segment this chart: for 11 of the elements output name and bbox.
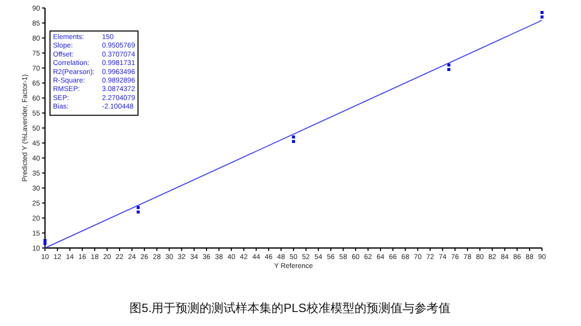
point [44,239,46,242]
point [136,210,140,214]
point [540,16,544,18]
point [44,242,46,245]
point [292,140,295,143]
text: 图5.用于预测的测试样本集的PLS校准模型的预测值与参考值 [130,301,450,315]
point [292,136,295,138]
point [447,64,450,66]
point [540,11,544,14]
point [136,206,140,209]
point [447,68,450,71]
